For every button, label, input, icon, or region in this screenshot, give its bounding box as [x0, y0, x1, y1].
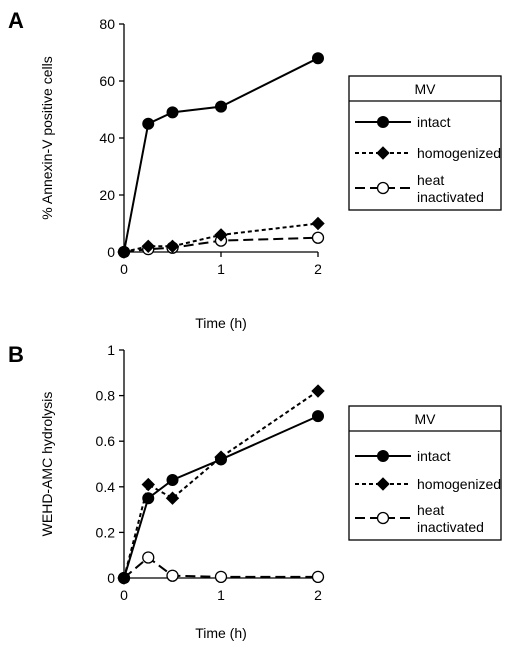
legend-marker	[376, 511, 390, 525]
data-point	[311, 384, 325, 398]
legend-label-line: inactivated	[417, 519, 484, 535]
data-point	[214, 570, 228, 584]
data-point	[311, 570, 325, 584]
chart-panel-a: A 0 20 40 60 80 0 1 2 Time (h) % Annexin-V positiv…	[8, 8, 502, 331]
x-axis-label: Time (h)	[195, 315, 247, 331]
legend-label: intact	[417, 448, 451, 464]
legend-label-line: heat	[417, 502, 444, 518]
x-tick-label: 1	[217, 587, 225, 603]
legend-marker	[376, 146, 390, 160]
y-tick-label: 80	[99, 16, 115, 32]
x-tick-label: 0	[120, 261, 128, 277]
data-point	[215, 100, 227, 113]
legend-label: heat inactivated	[417, 172, 484, 205]
data-point	[312, 410, 324, 423]
data-point	[312, 52, 324, 65]
legend-item-homogenized: homogenized	[355, 476, 501, 492]
y-axis-label: WEHD-AMC hydrolysis	[39, 392, 55, 537]
legend-title: MV	[415, 411, 437, 427]
data-point	[142, 492, 155, 505]
y-tick-label: 0.8	[96, 388, 116, 404]
legend-title: MV	[415, 81, 437, 97]
legend-label: homogenized	[417, 476, 501, 492]
legend: MV intact homogenized heat inactivated	[348, 75, 502, 211]
data-point	[141, 239, 155, 254]
x-tick-label: 1	[217, 261, 225, 277]
legend: MV intact homogenized heat inactivated	[348, 405, 502, 541]
legend-label-line: inactivated	[417, 189, 484, 205]
data-point	[142, 551, 155, 564]
chart-panel-b: B 0 0.2 0.4 0.6 0.8 1 0 1 2 Time (h) WEHD-AMC hydro…	[8, 342, 502, 641]
y-axis-label: % Annexin-V positive cells	[39, 56, 55, 219]
y-tick-label: 1	[107, 342, 115, 358]
legend-marker	[376, 477, 390, 491]
data-point	[118, 246, 130, 258]
panel-letter: B	[8, 342, 24, 367]
y-tick-label: 0.2	[96, 524, 116, 540]
legend-marker	[377, 450, 389, 462]
y-tick-label: 0	[107, 244, 115, 260]
legend-item-heat-inactivated: heat inactivated	[355, 172, 484, 205]
data-point	[141, 477, 155, 492]
y-tick-label: 0.4	[96, 479, 116, 495]
series-line	[123, 57, 319, 253]
data-point	[142, 117, 155, 130]
data-point	[165, 491, 180, 505]
data-point	[166, 569, 179, 582]
series-line	[123, 390, 319, 579]
y-tick-label: 40	[99, 130, 115, 146]
legend-marker	[376, 181, 390, 195]
data-point	[311, 231, 325, 244]
y-tick-label: 0.6	[96, 433, 116, 449]
data-point	[311, 216, 325, 231]
series-intact	[118, 52, 324, 258]
x-tick-label: 2	[314, 587, 322, 603]
y-tick-label: 60	[99, 73, 115, 89]
x-tick-label: 2	[314, 261, 322, 277]
data-point	[166, 106, 179, 119]
x-axis-label: Time (h)	[195, 625, 247, 641]
data-point	[165, 239, 180, 254]
panel-letter: A	[8, 8, 24, 33]
legend-item-homogenized: homogenized	[355, 145, 501, 161]
y-tick-label: 0	[107, 570, 115, 586]
y-tick-label: 20	[99, 187, 115, 203]
data-point	[166, 473, 179, 486]
data-point	[214, 228, 228, 242]
legend-marker	[377, 116, 389, 128]
legend-label: heat inactivated	[417, 502, 484, 535]
legend-label-line: heat	[417, 172, 444, 188]
data-point	[215, 453, 227, 466]
series-heat-inactivated	[117, 551, 325, 585]
legend-item-heat-inactivated: heat inactivated	[355, 502, 484, 535]
legend-label: homogenized	[417, 145, 501, 161]
legend-item-intact: intact	[355, 114, 451, 130]
legend-item-intact: intact	[355, 448, 451, 464]
x-tick-label: 0	[120, 587, 128, 603]
data-point	[118, 572, 130, 584]
series-intact	[118, 410, 324, 584]
legend-label: intact	[417, 114, 451, 130]
